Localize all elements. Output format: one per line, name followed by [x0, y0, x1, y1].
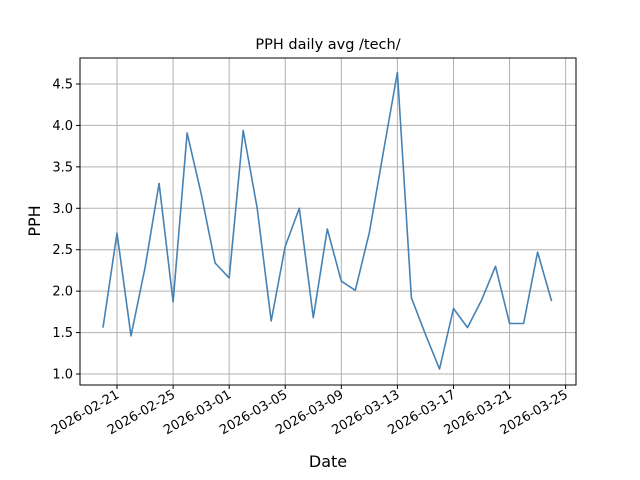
y-tick-label: 2.5	[52, 243, 73, 258]
grid-lines	[80, 58, 576, 385]
data-line	[102, 71, 553, 370]
y-axis-ticks: 1.0 1.5 2.0 2.5 3.0 3.5 4.0 4.5	[52, 78, 80, 383]
plot-area	[80, 58, 576, 385]
y-tick-label: 3.5	[52, 160, 73, 175]
axes-frame	[79, 57, 577, 386]
y-axis-label: PPH	[25, 205, 44, 236]
y-tick-label: 3.0	[52, 202, 73, 217]
y-tick-label: 2.0	[52, 285, 73, 300]
chart-title: PPH daily avg /tech/	[255, 37, 400, 53]
x-axis-label: Date	[309, 452, 347, 471]
y-tick-label: 4.5	[52, 78, 73, 93]
y-tick-label: 1.0	[52, 368, 73, 383]
y-tick-label: 1.5	[52, 326, 73, 341]
y-tick-label: 4.0	[52, 119, 73, 134]
x-axis-ticks: 2026-02-212026-02-252026-03-012026-03-05…	[49, 385, 571, 438]
